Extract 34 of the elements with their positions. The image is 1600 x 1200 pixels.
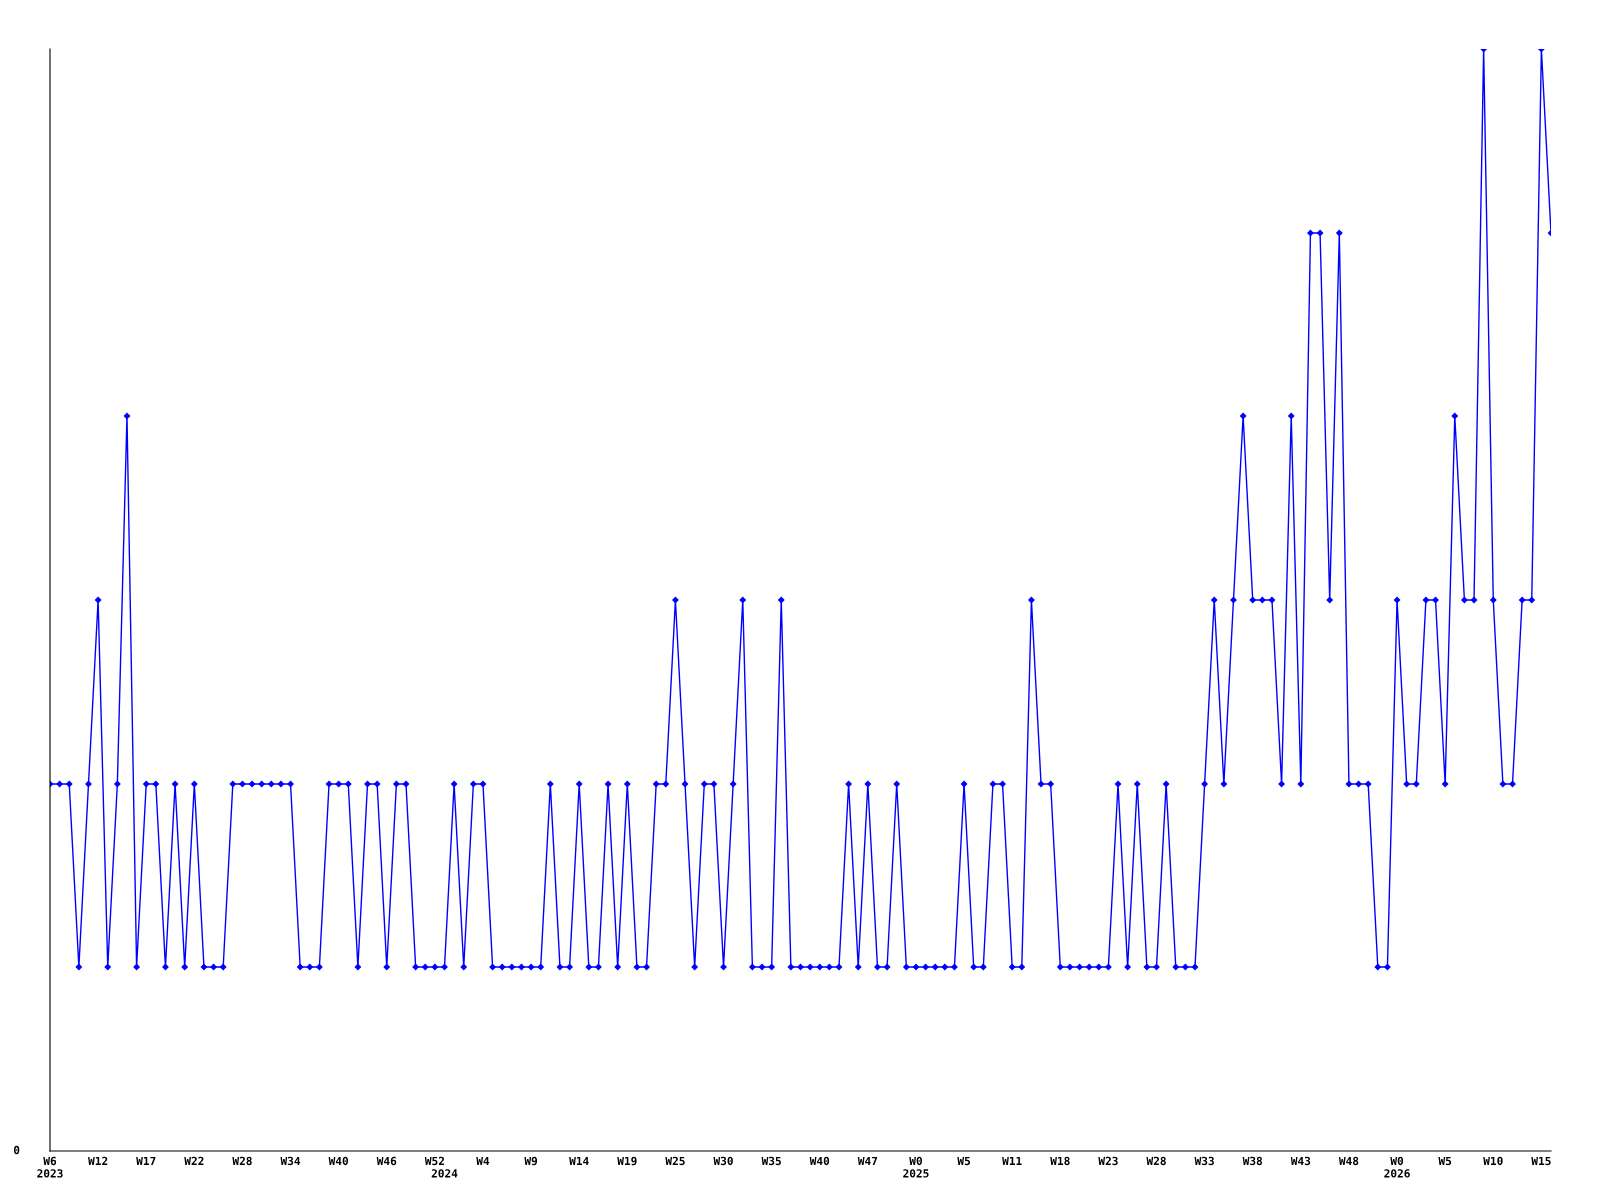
x-tick-label: 2024	[431, 1169, 458, 1178]
x-tick-label: W9	[524, 1156, 538, 1166]
x-tick-label: W6 2023	[37, 1156, 63, 1178]
x-tick-label: W40	[328, 1156, 349, 1166]
x-tick-label: W43	[1290, 1156, 1311, 1166]
x-tick-label: W28	[232, 1156, 252, 1166]
x-tick-label: W5	[1438, 1156, 1452, 1166]
x-tick-label: W12	[88, 1156, 108, 1165]
x-tick-label: W30	[713, 1156, 733, 1166]
x-tick-label: W40	[809, 1156, 830, 1166]
x-tick-label: W35	[761, 1156, 781, 1166]
x-tick-label: W4	[476, 1156, 490, 1165]
x-tick-label: W33	[1194, 1156, 1214, 1166]
x-tick-label: W10	[1483, 1156, 1503, 1166]
x-tick-label: W48	[1338, 1156, 1359, 1166]
x-tick-label: W25	[665, 1156, 685, 1166]
x-tick-label: W38	[1242, 1156, 1263, 1166]
x-tick-label: W15	[1531, 1156, 1551, 1166]
text: 0	[13, 1145, 20, 1155]
x-tick-label: W23	[1098, 1156, 1118, 1166]
x-tick-label: W52	[424, 1156, 444, 1166]
x-tick-label: W5	[957, 1156, 971, 1166]
x-tick-label: W47	[857, 1156, 878, 1165]
x-tick-label: W19	[617, 1156, 637, 1166]
x-tick-label: W17	[136, 1156, 156, 1165]
x-tick-label: W28	[1146, 1156, 1166, 1166]
x-tick-label: W0 2026	[1384, 1156, 1410, 1178]
x-tick-label: W46	[376, 1156, 397, 1166]
x-tick-label: W0 2025	[903, 1156, 929, 1178]
x-tick-label: W34	[280, 1156, 301, 1166]
x-tick-label: W11	[1002, 1156, 1022, 1165]
x-tick-label: W14	[569, 1156, 589, 1165]
x-tick-label: W18	[1050, 1156, 1070, 1166]
x-tick-label: W22	[184, 1156, 204, 1165]
